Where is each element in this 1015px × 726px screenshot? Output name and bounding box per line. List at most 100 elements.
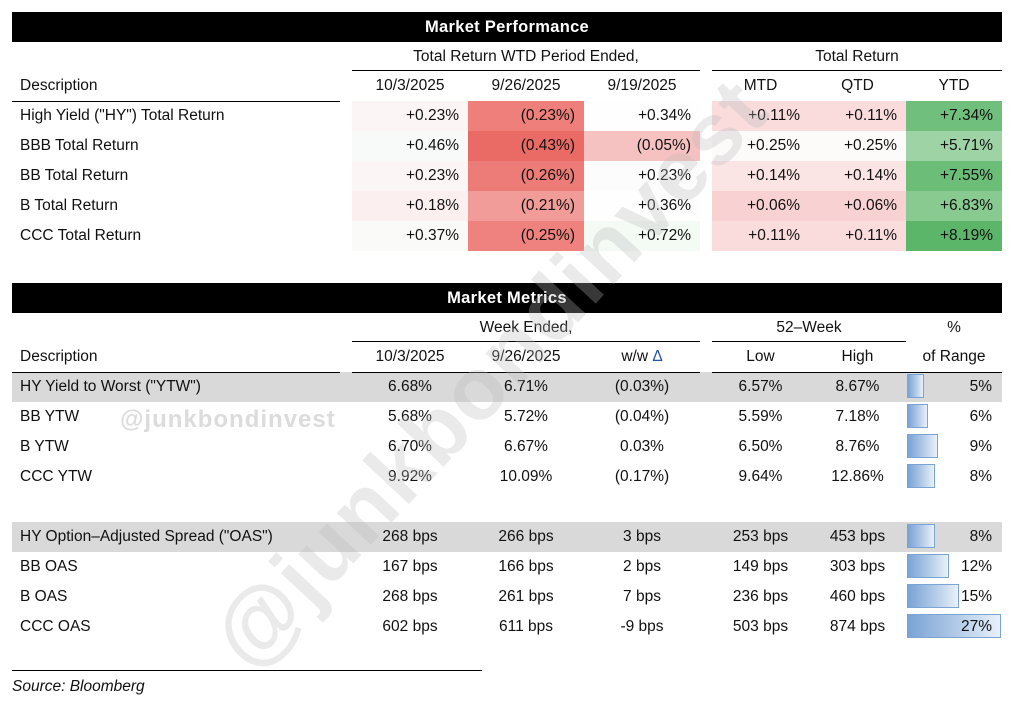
desc-cell: CCC Total Return [20,227,142,244]
desc-cell: BB Total Return [20,167,129,184]
desc-cell: HY Yield to Worst ("YTW") [20,378,201,395]
value-cell: +0.11% [712,101,809,131]
spacer [700,191,712,221]
performance-rows: High Yield ("HY") Total Return +0.23% (0.2… [12,101,1002,251]
market-metrics-title: Market Metrics [12,283,1002,313]
value-cell: 166 bps [498,558,554,575]
qtd-header: QTD [809,71,906,102]
desc-cell: BB YTW [20,408,80,425]
spacer [340,402,352,432]
table-row: BBB Total Return +0.46% (0.43%) (0.05%) +0.2… [12,131,1002,161]
table-row: HY Yield to Worst ("YTW") 6.68% 6.71% (0.03… [12,372,1002,402]
value-cell: (0.05%) [584,131,700,161]
value-cell: +0.18% [352,191,468,221]
ytd-header: YTD [906,71,1002,102]
value-cell: +0.14% [712,161,809,191]
value-cell: 9.92% [388,468,432,485]
table-row: High Yield ("HY") Total Return +0.23% (0.2… [12,101,1002,131]
value-cell: (0.25%) [468,221,584,251]
wtd-group-header: Total Return WTD Period Ended, [352,44,700,71]
table-row: BB OAS 167 bps 166 bps 2 bps 149 bps 303 bps 1… [12,552,1002,582]
range-bar-cell: 27% [906,612,1002,642]
value-cell: 12.86% [831,468,884,485]
spacer [700,101,712,131]
total-return-group-header: Total Return [712,44,1002,71]
value-cell: 149 bps [732,558,789,575]
ww-label: w/w [621,348,649,365]
value-cell: 0.03% [620,438,664,455]
desc-cell: HY Option–Adjusted Spread ("OAS") [20,528,273,545]
range-label: 9% [969,438,992,455]
value-cell: 3 bps [623,528,661,545]
value-cell: 7 bps [623,588,661,605]
description-header: Description [12,71,340,102]
spacer [340,191,352,221]
range-bar [907,434,938,458]
value-cell: (0.43%) [468,131,584,161]
value-cell: 8.67% [835,378,880,395]
table-row: CCC Total Return +0.37% (0.25%) +0.72% +0.11… [12,221,1002,251]
spacer [340,612,352,642]
value-cell: +0.46% [352,131,468,161]
table-row: BB YTW 5.68% 5.72% (0.04%) 5.59% 7.18% 6% [12,402,1002,432]
ww-delta-header: w/w Δ [584,342,700,373]
table-row: BB Total Return +0.23% (0.26%) +0.23% +0.14%… [12,161,1002,191]
percent-group-header: % [947,319,961,336]
value-cell: 167 bps [382,558,438,575]
value-cell: 6.68% [388,378,432,395]
low-header: Low [712,342,809,373]
range-bar [907,614,1001,638]
table-row: B Total Return +0.18% (0.21%) +0.36% +0.06% +… [12,191,1002,221]
value-cell: 268 bps [382,528,438,545]
value-cell: 5.72% [504,408,548,425]
range-bar [907,374,924,398]
spacer [340,221,352,251]
value-cell: 460 bps [829,588,886,605]
value-cell: (0.03%) [614,378,670,395]
section-gap [12,492,1002,522]
table-row: CCC YTW 9.92% 10.09% (0.17%) 9.64% 12.86% 8% [12,462,1002,492]
range-bar-cell: 5% [906,372,1002,402]
value-cell: 6.67% [504,438,548,455]
range-label: 15% [960,588,992,605]
value-cell: 303 bps [829,558,886,575]
value-cell: 8.76% [835,438,880,455]
range-bar-cell: 8% [906,522,1002,552]
value-cell: 7.18% [835,408,880,425]
value-cell: (0.23%) [468,101,584,131]
spacer [340,582,352,612]
range-label: 8% [969,468,992,485]
spacer [340,131,352,161]
value-cell: 6.50% [738,438,783,455]
spacer [700,582,712,612]
range-bar-cell: 9% [906,432,1002,462]
table-row: HY Option–Adjusted Spread ("OAS") 268 bps… [12,522,1002,552]
range-label: 27% [960,618,992,635]
spacer [700,462,712,492]
value-cell: +0.23% [584,161,700,191]
value-cell: 611 bps [498,618,553,635]
desc-cell: CCC YTW [20,468,93,485]
group-header-row: Total Return WTD Period Ended, Total Ret… [12,44,1002,71]
metrics-rows: HY Yield to Worst ("YTW") 6.68% 6.71% (0.03… [12,372,1002,642]
range-label: 5% [969,378,992,395]
spacer [340,432,352,462]
value-cell: +0.25% [809,131,906,161]
column-header-row: Description 10/3/2025 9/26/2025 w/w Δ Lo… [12,342,1002,373]
desc-cell: CCC OAS [20,618,91,635]
value-cell: +0.72% [584,221,700,251]
value-cell: 6.70% [388,438,432,455]
spacer [340,372,352,402]
week-ended-group-header: Week Ended, [352,315,700,342]
date-column-header: 9/19/2025 [584,71,700,102]
table-row: B OAS 268 bps 261 bps 7 bps 236 bps 460 bps 15… [12,582,1002,612]
desc-cell: B YTW [20,438,69,455]
value-cell: +0.23% [352,101,468,131]
value-cell: +8.19% [906,221,1002,251]
value-cell: 9.64% [738,468,783,485]
mtd-header: MTD [712,71,809,102]
date-column-header: 10/3/2025 [352,342,468,373]
of-range-header: of Range [906,342,1002,373]
spacer [700,432,712,462]
value-cell: 6.57% [738,378,783,395]
